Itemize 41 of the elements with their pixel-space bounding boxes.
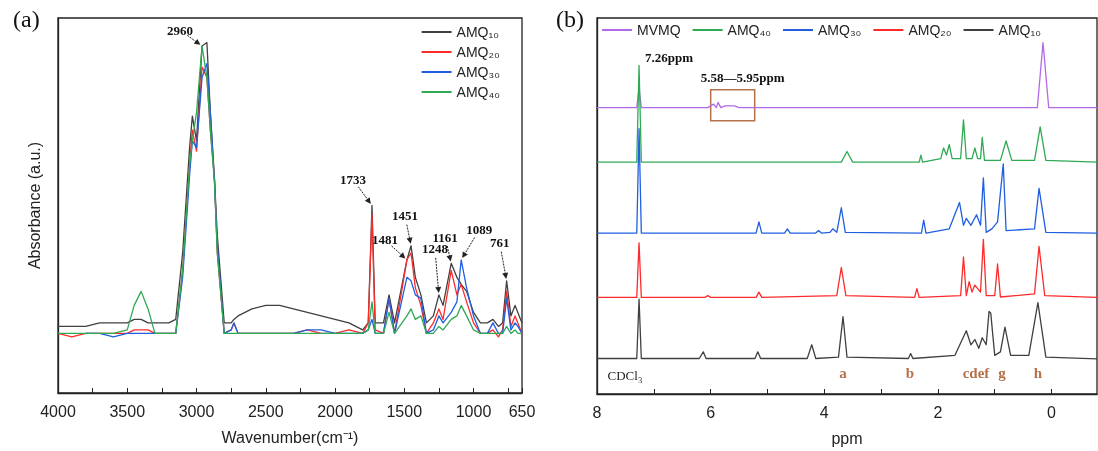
- legend-label: AMQ₁₀: [456, 24, 500, 40]
- x-tick-label: 650: [508, 402, 536, 420]
- legend-label: AMQ₂₀: [908, 22, 952, 38]
- legend-label: AMQ₄₀: [727, 22, 772, 38]
- annotation: 1451: [392, 208, 419, 224]
- annotation: a: [839, 365, 848, 381]
- x-axis-title: ppm: [831, 429, 863, 447]
- chart-title: (b): [556, 6, 584, 32]
- x-tick-label: 3500: [109, 402, 146, 420]
- annotation: 5.58—5.95ppm: [700, 70, 785, 86]
- x-tick-label: 3000: [178, 402, 215, 420]
- x-tick-label: 1500: [386, 402, 423, 420]
- y-axis-title: Absorbance (a.u.): [25, 141, 43, 270]
- annotation: CDCl₃: [607, 367, 643, 383]
- annotation: 761: [489, 235, 510, 251]
- x-tick-label: 2500: [247, 402, 284, 420]
- legend-label: AMQ₃₀: [818, 22, 862, 38]
- x-axis-title: Wavenumber(cm⁻¹): [221, 428, 359, 446]
- annotation: 7.26ppm: [645, 49, 694, 65]
- x-tick-label: 8: [592, 403, 602, 421]
- annotation: 1481: [371, 232, 398, 248]
- legend-label: AMQ₂₀: [456, 44, 500, 60]
- x-tick-label: 6: [706, 403, 716, 421]
- annotation: cdef: [962, 365, 991, 381]
- legend-label: MVMQ: [637, 22, 681, 38]
- annotation: 2960: [167, 22, 194, 38]
- annotation: h: [1033, 365, 1043, 381]
- x-tick-label: 4000: [40, 402, 76, 420]
- legend-label: AMQ₄₀: [456, 84, 501, 100]
- annotation: g: [998, 365, 1007, 381]
- annotation: 1733: [340, 172, 367, 187]
- annotation: b: [905, 365, 915, 381]
- x-tick-label: 0: [1047, 403, 1057, 421]
- x-tick-label: 2: [933, 403, 943, 421]
- x-tick-label: 4: [819, 403, 829, 421]
- x-tick-label: 2000: [317, 402, 353, 420]
- legend-label: AMQ₃₀: [456, 64, 501, 80]
- x-tick-label: 1000: [455, 402, 492, 420]
- chart-title: (a): [13, 6, 40, 32]
- annotation: 1089: [466, 222, 493, 238]
- legend-label: AMQ₁₀: [998, 22, 1042, 38]
